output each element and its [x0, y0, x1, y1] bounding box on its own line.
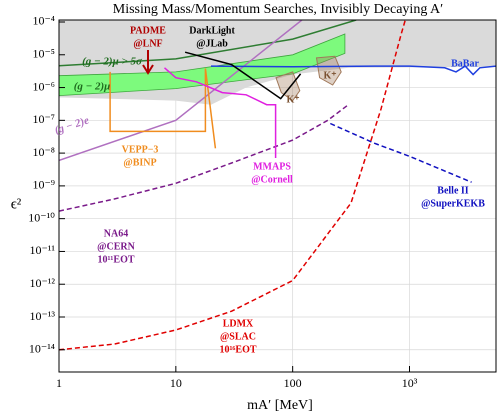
plot-frame — [58, 19, 497, 373]
line — [184, 51, 302, 100]
annotation: @SuperKEKB — [421, 198, 485, 209]
y-axis-label: ϵ² — [11, 196, 22, 212]
plot-area — [59, 20, 496, 372]
y-tick-label: 10⁻⁴ — [32, 14, 55, 28]
annotation: 10¹⁶EOT — [219, 344, 256, 355]
annotation: @LNF — [133, 38, 162, 49]
annotation: (g − 2)μ — [74, 81, 111, 93]
annotation: DarkLight — [189, 25, 235, 36]
x-tick-label: 10³ — [402, 376, 418, 390]
x-axis-label: mA′ [MeV] — [247, 398, 313, 413]
line — [210, 65, 496, 76]
annotation: PADME — [130, 25, 166, 36]
annotation: 10¹¹EOT — [97, 254, 134, 265]
y-tick-label: 10⁻¹⁰ — [28, 210, 55, 224]
y-tick-label: 10⁻¹⁴ — [29, 342, 55, 356]
y-tick-label: 10⁻⁸ — [32, 145, 55, 159]
annotation: VEPP−3 — [122, 144, 159, 155]
annotation: K⁺ — [323, 70, 336, 81]
line — [59, 20, 407, 351]
line — [59, 104, 349, 212]
line — [164, 67, 277, 158]
annotation: @SLAC — [220, 331, 256, 342]
x-tick-label: 100 — [284, 376, 302, 390]
x-tick-label: 1 — [56, 376, 62, 390]
arrow — [142, 50, 154, 75]
y-tick-label: 10⁻⁶ — [32, 79, 55, 93]
line — [59, 20, 357, 67]
chart-title: Missing Mass/Momentum Searches, Invisibl… — [113, 2, 443, 17]
line — [109, 68, 217, 149]
y-tick-label: 10⁻⁹ — [32, 178, 55, 192]
annotation: NA64 — [104, 228, 128, 239]
line — [59, 20, 303, 162]
line — [329, 122, 472, 183]
region — [315, 55, 342, 86]
x-tick-label: 10 — [170, 376, 182, 390]
y-tick-label: 10⁻⁷ — [32, 112, 55, 126]
annotation: LDMX — [223, 318, 254, 329]
annotation: MMAPS — [253, 161, 291, 172]
y-tick-label: 10⁻¹¹ — [29, 243, 55, 257]
annotation: Belle II — [437, 185, 468, 196]
annotation: @JLab — [196, 38, 228, 49]
annotation: @Cornell — [251, 174, 293, 185]
annotation: @CERN — [97, 241, 135, 252]
y-tick-label: 10⁻¹³ — [29, 309, 55, 323]
annotation: @BINP — [123, 157, 156, 168]
region — [275, 71, 301, 102]
y-tick-label: 10⁻¹² — [29, 276, 55, 290]
y-tick-label: 10⁻⁵ — [32, 47, 55, 61]
annotation: K⁺ — [286, 94, 299, 105]
annotation: (g − 2)μ > 5σ — [82, 56, 143, 68]
annotation: BaBar — [451, 58, 479, 69]
